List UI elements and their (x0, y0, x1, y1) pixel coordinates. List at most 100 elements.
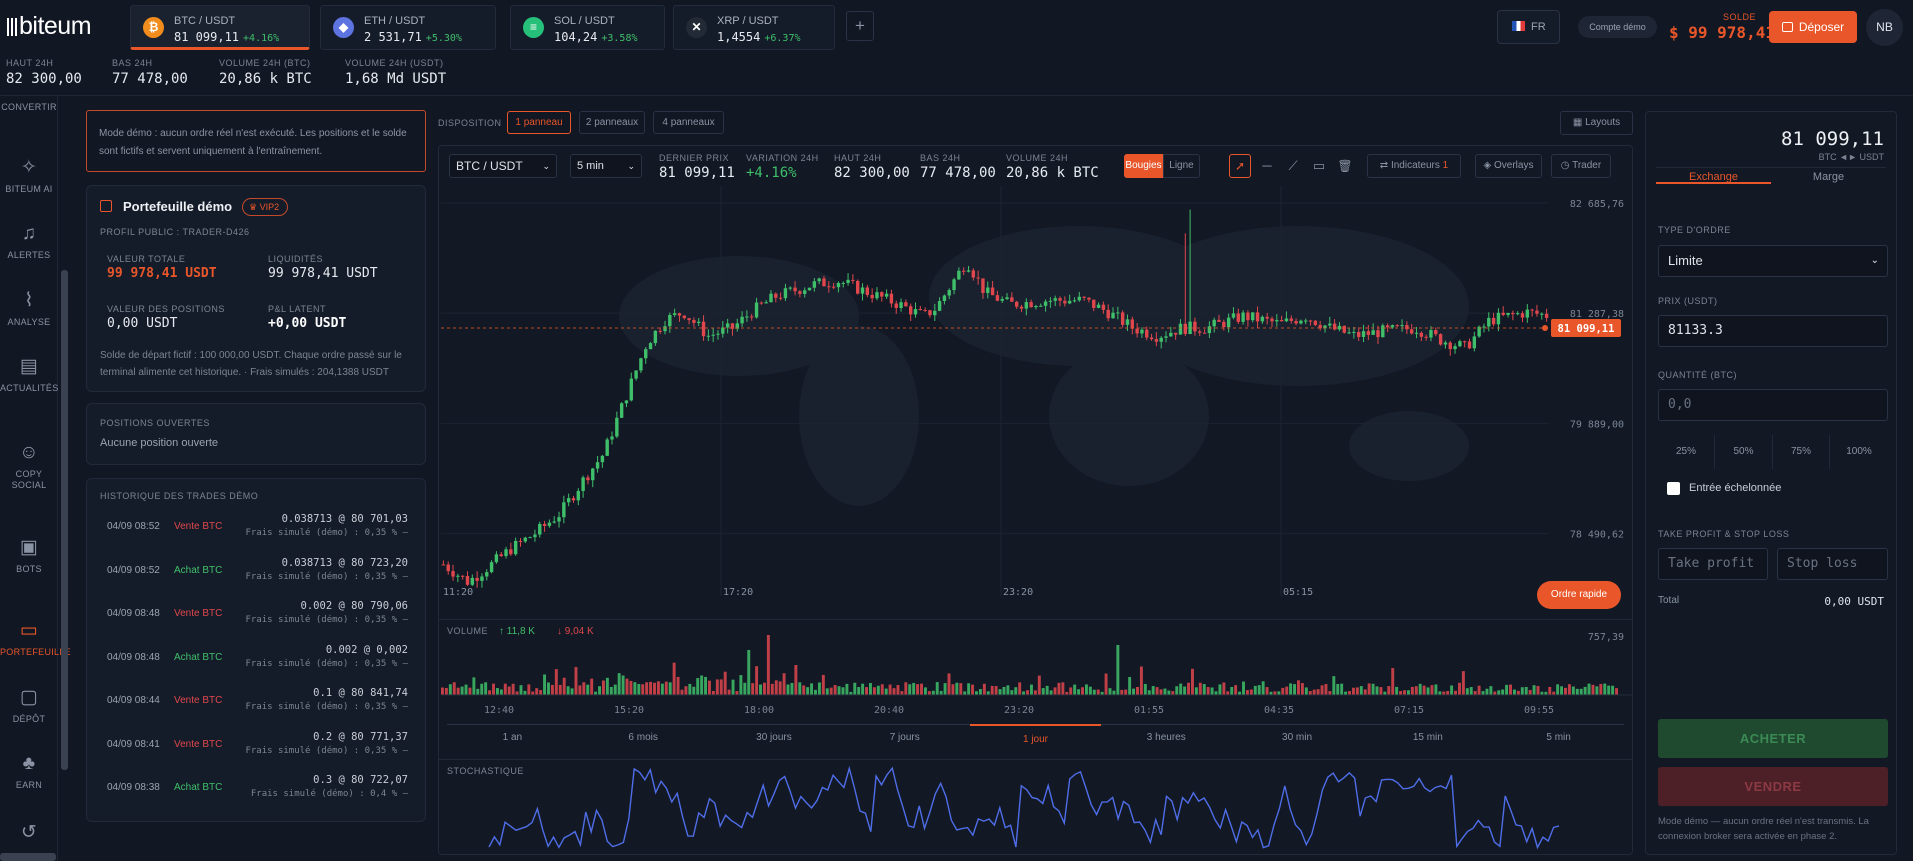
volume-bar (1132, 688, 1136, 695)
trade-qty: 0.3 @ 80 722,07 (313, 774, 408, 786)
volume-bar (955, 682, 959, 695)
nav-item-history[interactable]: ↺ (0, 821, 58, 849)
layout-option-1[interactable]: 1 panneau (507, 111, 571, 134)
quantity-input[interactable]: 0,0 (1658, 389, 1888, 421)
candle-body (1125, 319, 1130, 325)
candle-body (1284, 318, 1289, 322)
trader-button[interactable]: ◷ Trader (1551, 154, 1611, 178)
price-input[interactable]: 81133.3 (1658, 315, 1888, 347)
demo-account-badge[interactable]: Compte démo (1578, 16, 1657, 38)
nav-item-biteum-ai[interactable]: ✧ BITEUM AI (0, 156, 58, 195)
trade-fee: Frais simulé (démo) : 0,35 % — (245, 571, 408, 582)
pair-tab-xrp[interactable]: ✕ XRP / USDT 1,4554 +6.37% (673, 5, 835, 50)
indicators-count: 1 (1442, 160, 1449, 171)
volume-bar (1116, 645, 1120, 695)
volume-bar (912, 682, 916, 695)
volume-bar (1281, 687, 1285, 695)
volume-bar (1367, 683, 1371, 695)
range-tab-7[interactable]: 15 min (1412, 732, 1443, 743)
volume-bar (900, 691, 904, 695)
nav-item-portefeuille[interactable]: ▭ PORTEFEUILLE (0, 619, 71, 658)
pair-tab-eth[interactable]: ◆ ETH / USDT 2 531,71 +5.30% (320, 5, 496, 50)
rectangle-tool-icon[interactable]: ▭ (1312, 158, 1326, 173)
side-nav: CONVERTIR ✧ BITEUM AI ♫ ALERTES ⌇ ANALYSE ▤ ACTU… (0, 96, 71, 861)
layouts-button[interactable]: ▦ Layouts (1560, 111, 1633, 135)
volume-bar (1528, 690, 1532, 695)
percent-button-50[interactable]: 50% (1716, 435, 1773, 469)
nav-item-analyse[interactable]: ⌇ ANALYSE (0, 289, 58, 328)
range-tab-3[interactable]: 7 jours (889, 732, 920, 743)
volume-bar (692, 686, 696, 695)
nav-item-earn[interactable]: ♣ EARN (0, 753, 58, 791)
percent-button-75[interactable]: 75% (1773, 435, 1830, 469)
volume-bar (927, 691, 931, 695)
take-profit-input[interactable]: Take profit (1658, 548, 1768, 580)
candles-toggle[interactable]: Bougies (1124, 154, 1163, 178)
interval-select[interactable]: 5 min ⌄ (570, 154, 642, 178)
quick-order-button[interactable]: Ordre rapide (1537, 581, 1621, 609)
range-tab-5[interactable]: 3 heures (1146, 732, 1186, 743)
buy-button[interactable]: ACHETER (1658, 719, 1888, 758)
logo[interactable]: biteum (7, 12, 92, 41)
stop-loss-input[interactable]: Stop loss (1777, 548, 1888, 580)
candle-body (1458, 341, 1462, 347)
hline-tool-icon[interactable]: ─ (1262, 158, 1272, 173)
nav-item-convertir[interactable]: CONVERTIR (0, 102, 58, 113)
logo-text: biteum (19, 12, 92, 40)
percent-button-25[interactable]: 25% (1658, 435, 1715, 469)
public-profile: PROFIL PUBLIC : TRADER-D426 (100, 227, 250, 237)
nav-label: EARN (15, 780, 43, 790)
percent-button-100[interactable]: 100% (1846, 446, 1872, 457)
nav-item-dépôt[interactable]: ▢ DÉPÔT (0, 686, 58, 725)
overlays-button[interactable]: ◈ Overlays (1475, 154, 1542, 178)
candle-body (1063, 300, 1067, 304)
price-chart[interactable]: 82 685,76 81 287,38 79 889,00 78 490,62 11:2… (439, 186, 1632, 606)
trade-qty: 0.002 @ 0,002 (325, 643, 408, 656)
range-tab-1[interactable]: 6 mois (628, 732, 658, 743)
add-pair-button[interactable]: + (846, 11, 874, 41)
language-selector[interactable]: FR (1497, 10, 1560, 44)
layout-option-3[interactable]: 4 panneaux (653, 111, 724, 134)
nav-item-alertes[interactable]: ♫ ALERTES (0, 223, 58, 261)
candle-body (1299, 320, 1303, 324)
candle-body (697, 321, 701, 323)
candle-body (1419, 332, 1424, 337)
left-scrollbar[interactable] (61, 270, 68, 770)
trade-row: 04/09 08:48 Achat BTC 0.002 @ 0,002 Frais s… (87, 640, 427, 684)
trash-icon[interactable]: 🗑 (1337, 159, 1353, 173)
candle-body (465, 576, 470, 585)
range-tab-2[interactable]: 30 jours (756, 732, 792, 743)
candle-body (639, 358, 643, 371)
nav-item-copy-social[interactable]: ☺ COPY SOCIAL (0, 442, 58, 491)
nav-scrollbar[interactable] (0, 853, 56, 861)
candle-body (1149, 337, 1154, 340)
layout-option-2[interactable]: 2 panneaux (579, 111, 645, 134)
candle-body (566, 498, 571, 503)
line-toggle[interactable]: Ligne (1163, 154, 1200, 178)
avatar[interactable]: NB (1866, 9, 1903, 46)
candle-body (870, 294, 874, 299)
tab-exchange[interactable]: Exchange (1656, 148, 1771, 184)
pair-tab-sol[interactable]: ≡ SOL / USDT 104,24 +3.58% (510, 5, 665, 50)
nav-item-actualités[interactable]: ▤ ACTUALITÉS (0, 355, 58, 394)
volume-chart: 757,39 12:40 15:20 18:00 20:40 23:20 01:55 04:3… (441, 632, 1632, 716)
ruler-tool-icon[interactable]: ⟋ (1288, 158, 1298, 173)
range-tab-6[interactable]: 30 min (1282, 732, 1313, 743)
deposit-button[interactable]: Déposer (1769, 11, 1857, 43)
sell-button[interactable]: VENDRE (1658, 767, 1888, 806)
order-type-select[interactable]: Limite ⌄ (1658, 245, 1888, 277)
range-tab-0[interactable]: 1 an (502, 732, 523, 743)
scaled-entry-checkbox[interactable] (1667, 482, 1680, 495)
pair-select[interactable]: BTC / USDT ⌄ (449, 154, 557, 178)
cursor-tool-icon[interactable]: ➚ (1229, 154, 1251, 178)
nav-item-bots[interactable]: ▣ BOTS (0, 536, 58, 575)
range-tab-4[interactable]: 1 jour (970, 724, 1101, 750)
tab-margin[interactable]: Marge (1812, 171, 1845, 183)
pair-tab-btc[interactable]: ₿ BTC / USDT 81 099,11 +4.16% (130, 5, 310, 50)
volume-bar (1403, 690, 1406, 695)
positions-value: 0,00 USDT (107, 316, 178, 331)
volume-bar (1022, 691, 1026, 695)
range-tab-8[interactable]: 5 min (1546, 732, 1571, 743)
indicators-button[interactable]: ⇄ Indicateurs 1 (1367, 154, 1461, 178)
volume-bar (861, 683, 865, 695)
